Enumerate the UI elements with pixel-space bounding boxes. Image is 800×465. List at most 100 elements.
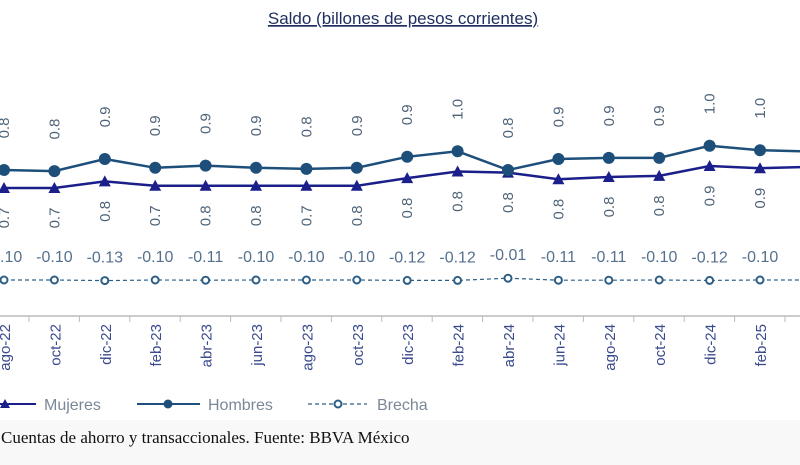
mujeres-data-label: 0.8 [198,205,215,226]
mujeres-marker [0,182,10,193]
brecha-marker [201,275,211,285]
legend-brecha-label: Brecha [377,397,428,414]
mujeres-marker [48,182,61,193]
x-tick-label: dic-24 [703,324,720,365]
hombres-marker [98,153,111,165]
legend-mujeres-label: Mujeres [44,397,101,414]
mujeres-data-label: 0.9 [752,188,769,209]
brecha-marker [0,275,9,285]
brecha-data-label: -0.10 [137,249,174,266]
mujeres-marker [250,179,262,191]
brecha-marker [100,276,110,286]
brecha-data-label: -0.10 [742,249,779,266]
hombres-data-label: 0.9 [147,115,164,136]
hombres-data-label: 0.8 [0,118,13,139]
brecha-data-label: -0.11 [541,249,576,266]
hombres-marker [149,161,162,174]
hombres-data-label: 0.8 [46,119,63,140]
mujeres-data-label: 0.9 [702,186,719,207]
brecha-data-label: -0.10 [36,249,73,266]
brecha-marker [705,275,715,285]
hombres-marker [199,159,212,172]
x-axis-ticks: ago-22 oct-22 dic-22 feb-23 abr-23 jun-23 ago-… [0,316,786,371]
legend: Mujeres Hombres Brecha [0,397,428,414]
hombres-data-label: 1.0 [450,99,467,120]
brecha-marker [654,275,664,285]
x-tick-label: jun-23 [249,324,266,367]
hombres-marker [350,161,363,174]
mujeres-marker [98,175,111,187]
brecha-marker [604,275,614,285]
hombres-marker [602,151,615,164]
hombres-marker [48,165,61,178]
mujeres-data-label: 0.8 [450,191,467,212]
mujeres-data-label: 0.8 [97,201,114,222]
mujeres-marker [300,179,313,191]
mujeres-data-label: 0.7 [147,205,164,226]
hombres-data-label: 0.9 [399,104,416,125]
x-tick-label: abr-23 [199,324,216,367]
brecha-data-label: -0.10 [288,249,325,266]
x-tick-label: dic-23 [400,324,417,365]
x-tick-label: feb-24 [451,324,468,367]
hombres-data-label: 0.9 [651,105,668,126]
x-tick-label: ago-24 [602,324,619,371]
hombres-marker [300,162,313,175]
hombres-marker [401,150,414,163]
chart-title: Saldo (billones de pesos corrientes) [268,9,538,28]
brecha-marker [755,275,765,285]
x-tick-label: ago-23 [299,324,316,371]
brecha-data-label: -0.11 [591,249,626,266]
mujeres-marker [703,160,716,171]
hombres-data-label: 0.8 [500,118,517,139]
hombres-marker [703,139,716,152]
brecha-data-label: -0.01 [490,247,527,264]
legend-brecha-marker [333,399,343,409]
mujeres-data-label: 0.7 [0,208,13,229]
legend-mujeres-marker [0,399,10,408]
hombres-data-label: 0.9 [601,105,618,126]
mujeres-data-label: 0.7 [46,208,63,229]
x-tick-label: feb-23 [148,324,165,367]
hombres-data-label: 0.9 [349,115,366,136]
hombres-marker [451,145,464,158]
brecha-data-label: -0.13 [87,250,124,267]
hombres-marker [754,144,766,157]
brecha-data-label: -0.12 [691,249,728,266]
mujeres-marker [451,165,464,177]
x-tick-label: abr-24 [501,324,518,367]
hombres-marker [653,151,666,164]
legend-hombres-marker [163,399,173,409]
brecha-data-label: -0.10 [641,249,678,266]
hombres-data-label: 0.8 [298,116,315,137]
mujeres-marker [653,169,666,181]
mujeres-marker [149,179,162,191]
brecha-data-label: -0.10 [339,249,376,266]
mujeres-marker [401,172,414,184]
x-tick-label: dic-22 [98,324,115,365]
mujeres-marker [199,179,212,191]
brecha-marker [553,275,563,285]
mujeres-data-label: 0.8 [248,205,265,226]
x-tick-label: feb-25 [753,324,770,367]
mujeres-data-label: 0.8 [550,199,567,220]
brecha-marker [352,275,362,285]
brecha-data-label: -0.10 [238,249,275,266]
chart: Saldo (billones de pesos corrientes) 0.7… [0,9,800,414]
mujeres-data-label: 0.8 [500,192,517,213]
legend-hombres-label: Hombres [208,397,273,414]
brecha-marker [503,273,513,283]
mujeres-data-label: 0.8 [601,197,618,218]
x-tick-label: jun-24 [551,324,568,367]
brecha-line [4,277,800,282]
mujeres-line [4,164,800,190]
plot-area: 0.7 0.7 0.8 0.7 0.8 0.8 0.7 0.8 0.8 0.8 0.8 0.8 0.8 0… [0,93,800,286]
hombres-data-label: 1.0 [752,98,769,119]
mujeres-data-label: 0.8 [399,198,416,219]
hombres-data-label: 0.9 [550,107,567,128]
brecha-data-label: -0.12 [389,249,426,266]
hombres-marker [250,161,262,174]
mujeres-data-label: 0.8 [651,195,668,216]
caption: Cuentas de ahorro y transaccionales. Fue… [0,420,800,465]
x-tick-label: ago-22 [0,324,14,371]
